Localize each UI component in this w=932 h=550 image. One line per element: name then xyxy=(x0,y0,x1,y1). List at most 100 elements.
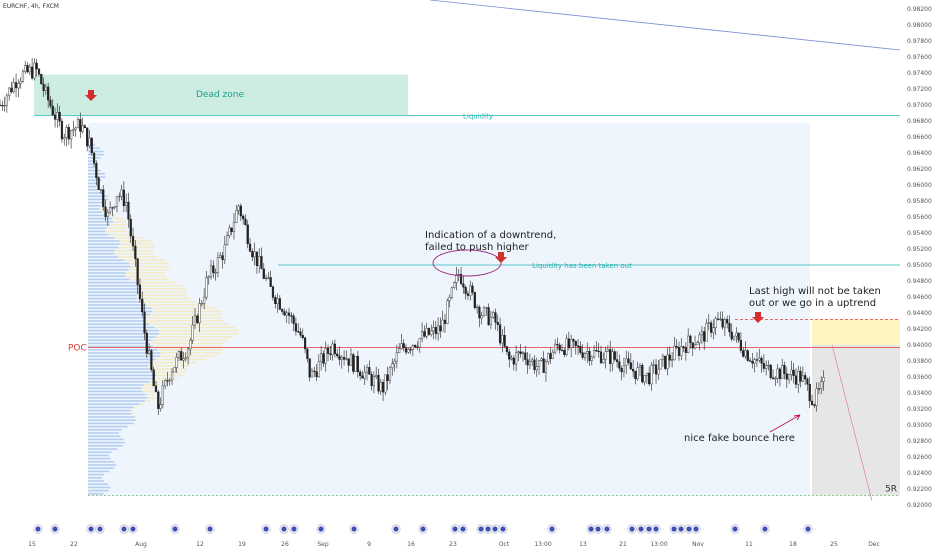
candle-body xyxy=(661,355,665,360)
candle-body xyxy=(58,111,61,122)
candle-body xyxy=(593,350,596,358)
volume-bar xyxy=(88,265,131,268)
volume-bar xyxy=(88,451,112,453)
candle-body xyxy=(72,128,75,131)
candle-body xyxy=(170,371,174,381)
volume-bar xyxy=(134,416,137,418)
candle-body xyxy=(797,370,800,385)
candle-body xyxy=(99,189,103,191)
candle-body xyxy=(407,349,410,353)
candle-body xyxy=(611,351,614,364)
volume-bar xyxy=(130,265,171,268)
volume-bar xyxy=(88,182,98,185)
volume-bar xyxy=(88,419,137,421)
volume-bar xyxy=(145,393,155,396)
volume-bar xyxy=(88,201,105,204)
candle-body xyxy=(576,345,580,347)
volume-bar xyxy=(125,272,166,274)
volume-bar xyxy=(114,237,143,239)
candle-body xyxy=(673,345,676,360)
downtrend-note: Indication of a downtrend, failed to push… xyxy=(425,230,556,253)
candle-body xyxy=(790,369,793,375)
volume-bar xyxy=(128,269,169,271)
volume-bar xyxy=(118,256,158,258)
candle-body xyxy=(3,105,6,107)
time-tick-label: 23 xyxy=(449,541,457,548)
price-tick-label: 0.97200 xyxy=(907,86,932,93)
candle-body xyxy=(480,315,483,319)
candle-body xyxy=(498,324,502,344)
fake-bounce-note: nice fake bounce here xyxy=(684,433,795,444)
price-tick-label: 0.92000 xyxy=(907,502,932,509)
price-tick-label: 0.93200 xyxy=(907,406,932,413)
candle-body xyxy=(728,323,731,333)
volume-bar xyxy=(88,329,159,332)
candle-body xyxy=(446,300,449,324)
candle-body xyxy=(742,350,745,357)
volume-bar xyxy=(88,233,109,236)
time-tick-label: 18 xyxy=(789,541,797,548)
candle-body xyxy=(492,312,495,318)
price-tick-label: 0.98000 xyxy=(907,22,932,29)
candle-body xyxy=(597,350,600,353)
volume-bar xyxy=(148,365,190,367)
candle-body xyxy=(535,366,538,371)
volume-bar xyxy=(88,406,134,409)
candle-body xyxy=(31,66,34,79)
volume-bar xyxy=(108,198,111,201)
volume-bar xyxy=(88,153,104,156)
candle-body xyxy=(196,315,199,324)
price-tick-label: 0.94800 xyxy=(907,278,932,285)
candle-body xyxy=(271,286,275,298)
event-icon-core xyxy=(500,526,506,532)
candle-body xyxy=(10,87,13,93)
candle-body xyxy=(755,359,759,361)
volume-bar xyxy=(88,371,155,373)
candle-body xyxy=(152,369,155,387)
price-tick-label: 0.97600 xyxy=(907,54,932,61)
candle-body xyxy=(267,277,270,279)
volume-bar xyxy=(156,374,184,377)
time-tick-label: 22 xyxy=(70,541,78,548)
volume-bar xyxy=(99,208,105,210)
dead-zone-label: Dead zone xyxy=(196,90,244,100)
volume-bar xyxy=(88,345,153,348)
candle-body xyxy=(214,272,217,274)
candle-body xyxy=(184,357,187,360)
candle-body xyxy=(420,331,424,339)
volume-bar xyxy=(88,185,96,188)
volume-bar xyxy=(88,387,142,389)
candle-body xyxy=(235,210,238,223)
candle-body xyxy=(411,345,414,350)
volume-bar xyxy=(88,259,125,261)
candle-body xyxy=(459,274,463,284)
candle-body xyxy=(627,358,630,363)
candle-body xyxy=(572,339,575,342)
volume-bar xyxy=(149,381,170,383)
event-icon-core xyxy=(88,526,94,532)
candle-body xyxy=(136,258,139,285)
candle-body xyxy=(207,276,210,279)
volume-bar xyxy=(133,422,135,425)
candle-body xyxy=(462,283,465,288)
annotation-line: failed to push higher xyxy=(425,242,529,253)
candle-body xyxy=(606,349,609,352)
volume-bar xyxy=(88,313,150,316)
candle-body xyxy=(209,265,213,277)
volume-bar xyxy=(145,400,151,402)
volume-bar xyxy=(88,227,107,229)
candle-body xyxy=(244,218,247,226)
candle-body xyxy=(785,373,788,380)
event-icon-core xyxy=(35,526,41,532)
candle-body xyxy=(313,370,316,372)
candle-body xyxy=(14,82,18,89)
volume-bar xyxy=(150,368,187,370)
candle-body xyxy=(556,343,559,346)
candle-body xyxy=(453,282,456,288)
candle-body xyxy=(512,357,515,365)
candle-body xyxy=(427,327,431,335)
volume-bar xyxy=(88,409,131,412)
event-icon-core xyxy=(393,526,399,532)
candle-body xyxy=(363,371,366,379)
candle-body xyxy=(260,256,263,270)
